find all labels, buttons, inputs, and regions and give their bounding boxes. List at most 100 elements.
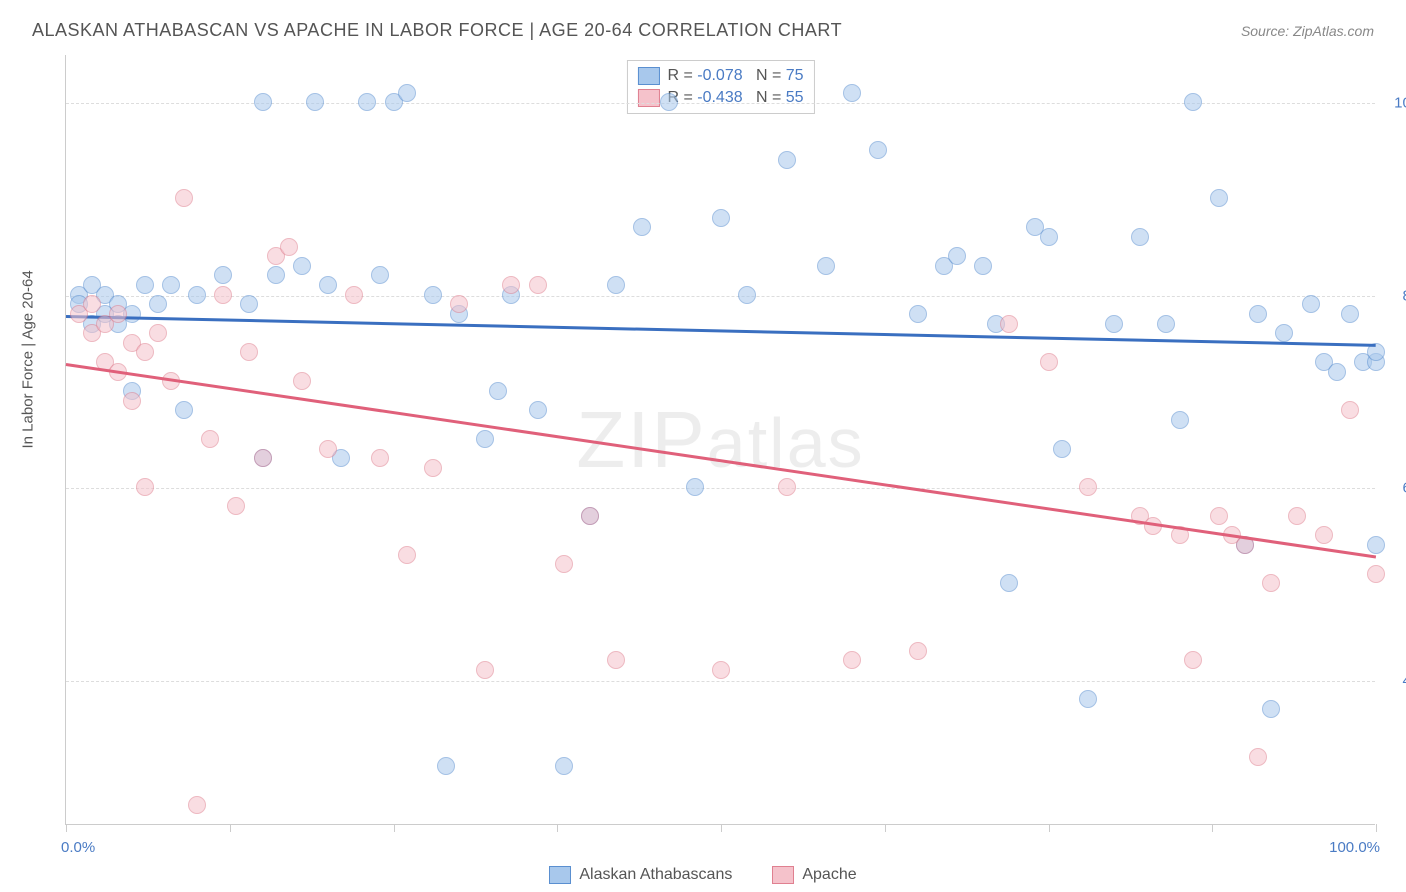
data-point	[555, 555, 573, 573]
data-point	[1315, 526, 1333, 544]
data-point	[240, 295, 258, 313]
x-tick	[394, 824, 395, 832]
chart-legend: Alaskan Athabascans Apache	[0, 866, 1406, 884]
legend-item: Apache	[772, 866, 856, 884]
data-point	[712, 661, 730, 679]
data-point	[437, 757, 455, 775]
y-tick-label: 100.0%	[1385, 95, 1406, 112]
data-point	[607, 651, 625, 669]
x-tick	[557, 824, 558, 832]
y-tick-label: 80.0%	[1385, 287, 1406, 304]
data-point	[843, 84, 861, 102]
data-point	[109, 305, 127, 323]
data-point	[254, 93, 272, 111]
data-point	[136, 343, 154, 361]
data-point	[1210, 189, 1228, 207]
data-point	[162, 276, 180, 294]
x-tick	[230, 824, 231, 832]
data-point	[476, 661, 494, 679]
data-point	[974, 257, 992, 275]
data-point	[306, 93, 324, 111]
data-point	[1053, 440, 1071, 458]
data-point	[607, 276, 625, 294]
legend-swatch	[637, 67, 659, 85]
legend-label: Apache	[802, 866, 856, 884]
data-point	[293, 257, 311, 275]
data-point	[948, 247, 966, 265]
data-point	[778, 151, 796, 169]
legend-item: Alaskan Athabascans	[549, 866, 732, 884]
data-point	[214, 286, 232, 304]
data-point	[424, 286, 442, 304]
data-point	[1157, 315, 1175, 333]
gridline	[66, 488, 1375, 489]
data-point	[149, 295, 167, 313]
data-point	[319, 440, 337, 458]
x-tick	[1049, 824, 1050, 832]
data-point	[489, 382, 507, 400]
gridline	[66, 296, 1375, 297]
data-point	[817, 257, 835, 275]
data-point	[1288, 507, 1306, 525]
trend-line	[66, 315, 1376, 346]
data-point	[1341, 305, 1359, 323]
data-point	[1341, 401, 1359, 419]
data-point	[188, 796, 206, 814]
y-axis-label: In Labor Force | Age 20-64	[20, 270, 37, 448]
data-point	[529, 401, 547, 419]
data-point	[398, 84, 416, 102]
data-point	[358, 93, 376, 111]
data-point	[1079, 690, 1097, 708]
x-tick	[721, 824, 722, 832]
data-point	[1275, 324, 1293, 342]
data-point	[476, 430, 494, 448]
data-point	[686, 478, 704, 496]
data-point	[1040, 228, 1058, 246]
data-point	[1367, 565, 1385, 583]
x-tick	[66, 824, 67, 832]
data-point	[1184, 651, 1202, 669]
data-point	[293, 372, 311, 390]
data-point	[175, 401, 193, 419]
data-point	[778, 478, 796, 496]
data-point	[712, 209, 730, 227]
data-point	[1262, 700, 1280, 718]
data-point	[1302, 295, 1320, 313]
x-tick	[885, 824, 886, 832]
data-point	[1105, 315, 1123, 333]
data-point	[254, 449, 272, 467]
data-point	[1367, 536, 1385, 554]
data-point	[1171, 411, 1189, 429]
stat-text: R = -0.078 N = 75	[667, 67, 803, 85]
data-point	[1328, 363, 1346, 381]
watermark-text: ZIPatlas	[576, 394, 864, 486]
data-point	[149, 324, 167, 342]
data-point	[201, 430, 219, 448]
data-point	[1079, 478, 1097, 496]
data-point	[909, 305, 927, 323]
data-point	[280, 238, 298, 256]
data-point	[136, 478, 154, 496]
data-point	[502, 276, 520, 294]
data-point	[1131, 228, 1149, 246]
data-point	[529, 276, 547, 294]
legend-label: Alaskan Athabascans	[579, 866, 732, 884]
data-point	[227, 497, 245, 515]
x-tick-label: 0.0%	[61, 839, 95, 856]
data-point	[738, 286, 756, 304]
data-point	[398, 546, 416, 564]
legend-swatch	[772, 866, 794, 884]
data-point	[633, 218, 651, 236]
data-point	[371, 449, 389, 467]
data-point	[1249, 305, 1267, 323]
data-point	[1000, 315, 1018, 333]
x-tick	[1376, 824, 1377, 832]
chart-title: ALASKAN ATHABASCAN VS APACHE IN LABOR FO…	[32, 20, 842, 41]
chart-plot-area: ZIPatlas R = -0.078 N = 75R = -0.438 N =…	[65, 55, 1375, 825]
data-point	[136, 276, 154, 294]
x-tick	[1212, 824, 1213, 832]
y-tick-label: 60.0%	[1385, 480, 1406, 497]
x-tick-label: 100.0%	[1329, 839, 1380, 856]
legend-swatch	[637, 89, 659, 107]
data-point	[660, 93, 678, 111]
